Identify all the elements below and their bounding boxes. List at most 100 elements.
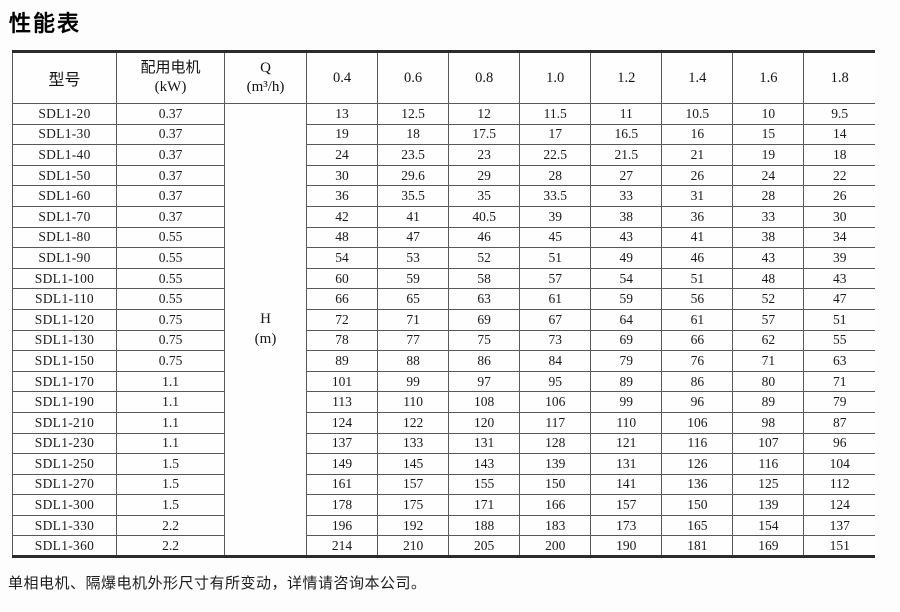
head-value-cell: 12 [448,103,521,125]
head-value-cell: 13 [305,103,379,125]
head-value-cell: 63 [448,288,521,310]
head-value-cell: 12.5 [377,103,450,125]
head-value-cell: 104 [803,453,875,475]
head-value-cell: 14 [803,123,875,146]
table-row: SDL1-40 0.37 24 23.5 23 22.5 21.5 21 19 18 [12,144,875,166]
motor-power-cell: 1.5 [116,453,225,475]
model-cell: SDL1-90 [12,247,117,269]
model-column-header: 型号 [12,51,117,104]
head-value-cell: 175 [377,494,450,516]
head-value-cell: 28 [519,164,592,187]
table-row: SDL1-30 0.37 19 18 17.5 17 16.5 16 15 14 [12,123,875,146]
head-value-cell: 66 [305,288,379,310]
model-cell: SDL1-360 [12,535,117,558]
table-row: SDL1-70 0.37 42 41 40.5 39 38 36 33 30 [12,205,875,228]
head-value-cell: 178 [305,494,379,516]
head-value-cell: 117 [519,411,592,434]
head-value-cell: 28 [732,185,805,207]
table-row: SDL1-120 0.75 72 71 69 67 64 61 57 51 [12,308,875,331]
head-value-cell: 21 [661,144,734,166]
head-value-cell: 29.6 [377,164,450,187]
head-value-cell: 181 [661,535,734,558]
head-value-cell: 89 [590,370,663,393]
head-value-cell: 43 [590,226,663,249]
model-cell: SDL1-270 [12,473,117,496]
head-value-cell: 67 [519,308,592,331]
head-value-cell: 145 [377,453,450,475]
head-value-cell: 78 [305,329,379,352]
table-row: SDL1-170 1.1 101 99 97 95 89 86 80 71 [12,370,875,393]
flow-unit-header: Q (m³/h) [224,51,307,104]
head-value-cell: 26 [661,164,734,187]
head-value-cell: 66 [661,329,734,352]
head-value-cell: 106 [519,391,592,413]
model-cell: SDL1-330 [12,514,117,537]
head-value-cell: 97 [448,370,521,393]
head-value-cell: 151 [803,535,875,558]
model-cell: SDL1-100 [12,267,117,290]
head-value-cell: 23 [448,144,521,166]
head-value-cell: 42 [305,205,379,228]
head-value-cell: 51 [803,308,875,331]
head-value-cell: 76 [661,350,734,372]
head-value-cell: 99 [377,370,450,393]
table-row: SDL1-60 0.37 36 35.5 35 33.5 33 31 28 26 [12,185,875,207]
motor-power-cell: 0.55 [116,288,225,310]
table-row: SDL1-250 1.5 149 145 143 139 131 126 116 104 [12,453,875,475]
head-value-cell: 200 [519,535,592,558]
head-value-cell: 190 [590,535,663,558]
model-cell: SDL1-20 [12,103,117,125]
head-value-cell: 33.5 [519,185,592,207]
motor-power-cell: 0.75 [116,329,225,352]
head-value-cell: 64 [590,308,663,331]
head-value-cell: 46 [661,247,734,269]
head-value-cell: 36 [305,185,379,207]
head-value-cell: 9.5 [803,103,875,125]
head-value-cell: 38 [732,226,805,249]
head-value-cell: 22 [803,164,875,187]
head-value-cell: 19 [305,123,379,146]
head-value-cell: 51 [661,267,734,290]
head-value-cell: 133 [377,432,450,455]
model-cell: SDL1-30 [12,123,117,146]
head-value-cell: 131 [448,432,521,455]
head-value-cell: 35 [448,185,521,207]
head-value-cell: 18 [803,144,875,166]
head-value-cell: 125 [732,473,805,496]
head-value-cell: 58 [448,267,521,290]
model-cell: SDL1-230 [12,432,117,455]
head-value-cell: 71 [732,350,805,372]
head-value-cell: 113 [305,391,379,413]
head-value-cell: 192 [377,514,450,537]
head-value-cell: 10.5 [661,103,734,125]
motor-power-cell: 0.55 [116,267,225,290]
head-value-cell: 120 [448,411,521,434]
head-value-cell: 96 [661,391,734,413]
table-row: SDL1-100 0.55 60 59 58 57 54 51 48 43 [12,267,875,290]
model-cell: SDL1-110 [12,288,117,310]
head-value-cell: 16.5 [590,123,663,146]
head-value-cell: 86 [661,370,734,393]
head-value-cell: 15 [732,123,805,146]
head-value-cell: 188 [448,514,521,537]
motor-power-cell: 1.1 [116,411,225,434]
head-value-cell: 61 [519,288,592,310]
head-unit-line2: (m) [254,330,277,347]
head-value-cell: 47 [803,288,875,310]
motor-power-cell: 0.37 [116,123,225,146]
table-header: 型号 配用电机 (kW) Q (m³/h) 0.4 0.6 0.8 1.0 1.2 1.4… [12,51,875,104]
head-value-cell: 126 [661,453,734,475]
head-value-cell: 43 [732,247,805,269]
model-cell: SDL1-190 [12,391,117,413]
model-cell: SDL1-80 [12,226,117,249]
model-cell: SDL1-300 [12,494,117,516]
head-value-cell: 73 [519,329,592,352]
motor-power-cell: 1.5 [116,494,225,516]
head-value-cell: 155 [448,473,521,496]
head-value-cell: 61 [661,308,734,331]
head-value-cell: 24 [732,164,805,187]
head-value-cell: 56 [661,288,734,310]
head-value-cell: 136 [661,473,734,496]
q-value-header: 1.6 [732,51,805,104]
